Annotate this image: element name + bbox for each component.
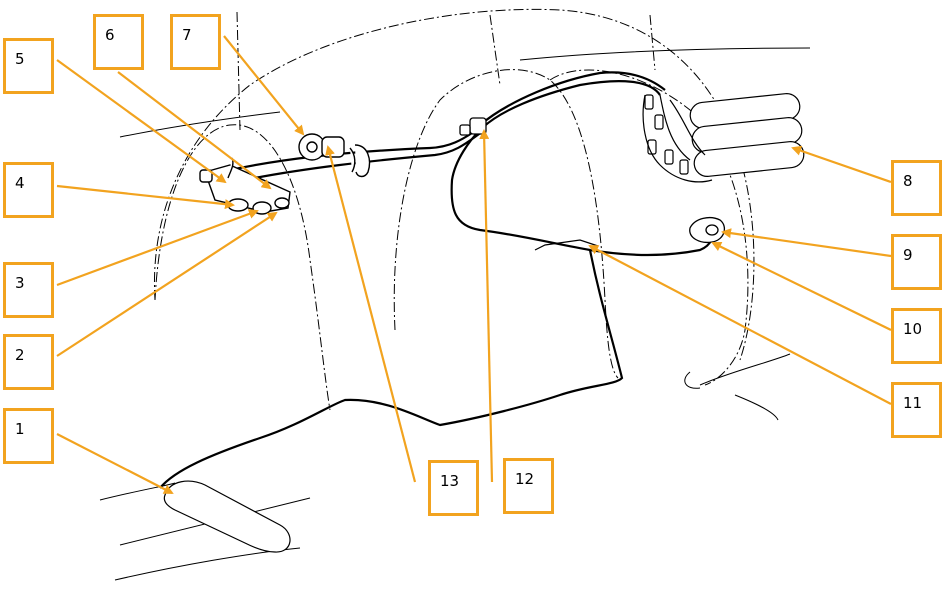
leader-2 <box>56 211 278 357</box>
callout-13: 13 <box>428 460 479 516</box>
canopy-outline <box>153 8 755 361</box>
rear-connector <box>689 217 726 244</box>
front-panel-hose <box>229 127 481 172</box>
callout-leaders <box>56 35 892 494</box>
main-hose-floor-run <box>159 249 624 489</box>
callout-3: 3 <box>3 262 54 318</box>
leader-8 <box>791 145 892 184</box>
callout-6: 6 <box>93 14 144 70</box>
callout-label: 5 <box>15 50 25 68</box>
callout-label: 10 <box>903 320 923 338</box>
callout-label: 4 <box>15 174 25 192</box>
regulator-valve <box>298 133 371 178</box>
upper-hose <box>479 80 661 131</box>
hose-clip <box>534 239 599 251</box>
callout-label: 9 <box>903 246 913 264</box>
callout-8: 8 <box>891 160 942 216</box>
structure-line-1 <box>236 11 241 131</box>
callout-2: 2 <box>3 334 54 390</box>
leader-11 <box>588 245 892 405</box>
leader-5 <box>56 59 227 184</box>
oxygen-cylinders <box>689 93 805 177</box>
callout-label: 13 <box>440 472 460 490</box>
leader-10 <box>711 242 892 331</box>
callout-1: 1 <box>3 408 54 464</box>
callout-label: 3 <box>15 274 25 292</box>
callout-label: 12 <box>515 470 535 488</box>
front-panel-hose-2 <box>234 131 483 184</box>
callout-label: 6 <box>105 26 115 44</box>
manifold-fittings <box>642 94 713 183</box>
callout-4: 4 <box>3 162 54 218</box>
structure-line-2 <box>489 14 501 86</box>
callout-5: 5 <box>3 38 54 94</box>
leader-6 <box>117 71 272 190</box>
callout-10: 10 <box>891 308 942 364</box>
callout-label: 8 <box>903 172 913 190</box>
callout-label: 11 <box>903 394 923 412</box>
oxygen-hose <box>159 71 714 489</box>
floor-fitting <box>163 480 291 553</box>
callout-label: 1 <box>15 420 25 438</box>
callout-12: 12 <box>503 458 554 514</box>
leader-1 <box>56 433 174 494</box>
callout-11: 11 <box>891 382 942 438</box>
callout-label: 7 <box>182 26 192 44</box>
structure-line-3 <box>649 14 656 71</box>
leader-13 <box>325 145 417 483</box>
leader-9 <box>721 228 892 258</box>
front-seat-bulkhead <box>154 124 331 411</box>
hose-to-cylinders <box>450 129 591 252</box>
upper-hose-2 <box>479 71 666 126</box>
rear-seat-bulkhead-left <box>393 69 619 379</box>
hose-coupling <box>459 117 487 136</box>
callout-7: 7 <box>170 14 221 70</box>
leader-3 <box>56 209 259 287</box>
leader-7 <box>223 35 305 136</box>
callout-label: 2 <box>15 346 25 364</box>
leader-4 <box>56 184 235 210</box>
leader-12 <box>479 129 494 483</box>
callout-9: 9 <box>891 234 942 290</box>
